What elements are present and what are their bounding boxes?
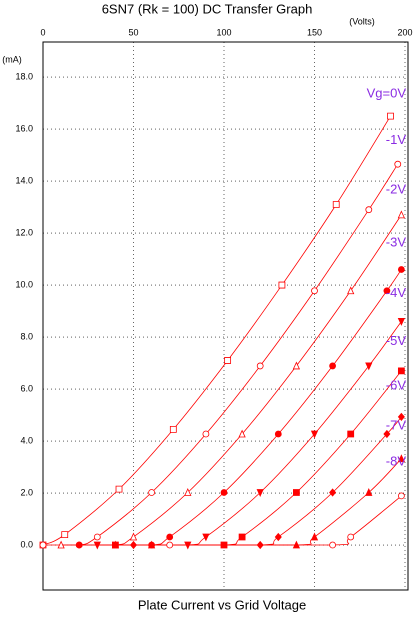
data-point <box>397 412 405 421</box>
data-point <box>93 533 101 541</box>
data-point <box>61 531 69 539</box>
data-point <box>292 361 301 370</box>
data-point <box>238 429 246 438</box>
series-label: Vg=0V <box>367 86 407 101</box>
data-point <box>397 492 405 500</box>
series-label: -6V <box>386 377 407 392</box>
series-label: -1V <box>386 132 407 147</box>
data-point <box>93 541 101 550</box>
data-point <box>166 541 174 549</box>
data-point <box>129 540 138 550</box>
y-tick-label: 0.0 <box>20 539 33 549</box>
data-point <box>238 533 246 541</box>
y-tick-label: 4.0 <box>20 435 33 445</box>
data-point <box>274 532 282 542</box>
y-unit: (mA) <box>2 54 22 64</box>
data-point <box>397 454 406 463</box>
data-point <box>256 362 264 370</box>
plot-frame <box>42 41 409 591</box>
series-label: -2V <box>386 181 407 196</box>
data-point <box>329 488 337 497</box>
data-point <box>383 287 391 295</box>
data-point <box>112 541 119 549</box>
data-point <box>347 533 355 541</box>
chart-title: 6SN7 (Rk = 100) DC Transfer Graph <box>102 1 313 16</box>
y-tick-label: 8.0 <box>20 331 33 341</box>
data-point <box>256 489 264 497</box>
data-point <box>394 160 402 168</box>
data-point <box>169 425 177 433</box>
data-point <box>310 430 319 439</box>
series-line <box>169 495 402 546</box>
data-point <box>202 430 210 438</box>
data-point <box>397 266 405 273</box>
data-point <box>278 281 286 289</box>
data-point <box>365 206 373 214</box>
y-tick-label: 10.0 <box>15 279 33 289</box>
x-tick-label: 50 <box>128 27 138 37</box>
series-label: -8V <box>386 453 407 468</box>
data-point <box>147 540 156 549</box>
data-point <box>347 430 355 438</box>
data-point <box>57 540 65 549</box>
y-tick-label: 12.0 <box>15 227 33 237</box>
series-label: -5V <box>386 333 407 348</box>
data-point <box>274 430 282 438</box>
x-tick-label: 100 <box>216 27 231 37</box>
data-point <box>293 489 300 496</box>
y-tick-label: 18.0 <box>15 71 33 81</box>
data-point <box>329 362 337 370</box>
data-point <box>397 318 406 326</box>
data-point <box>365 488 373 496</box>
data-point <box>311 287 318 295</box>
data-point <box>397 367 405 375</box>
data-point <box>310 532 319 541</box>
y-tick-label: 2.0 <box>20 487 33 497</box>
y-tick-label: 16.0 <box>15 123 33 133</box>
x-axis-label: Plate Current vs Grid Voltage <box>138 597 306 612</box>
data-point <box>75 541 83 549</box>
y-tick-label: 6.0 <box>20 383 33 393</box>
x-tick-label: 150 <box>307 27 322 37</box>
data-point <box>115 485 123 493</box>
data-point <box>224 357 232 364</box>
data-point <box>387 112 394 120</box>
data-point <box>148 489 156 496</box>
data-point <box>332 201 340 208</box>
data-point <box>383 429 391 439</box>
y-tick-label: 14.0 <box>15 175 33 185</box>
series-line <box>43 163 399 546</box>
data-point <box>347 286 355 295</box>
data-point <box>184 488 192 496</box>
data-point <box>166 533 174 541</box>
data-point <box>202 533 210 542</box>
series-label: -3V <box>386 234 407 249</box>
data-point <box>220 489 228 496</box>
series-label: -7V <box>386 418 407 433</box>
series-label: -4V <box>386 285 407 300</box>
data-point <box>329 541 337 549</box>
data-point <box>365 362 373 371</box>
x-unit: (Volts) <box>349 16 375 26</box>
data-point <box>129 532 138 541</box>
data-point <box>397 210 406 219</box>
x-tick-label: 200 <box>397 27 412 37</box>
x-tick-label: 0 <box>40 27 45 37</box>
data-point <box>39 541 47 549</box>
